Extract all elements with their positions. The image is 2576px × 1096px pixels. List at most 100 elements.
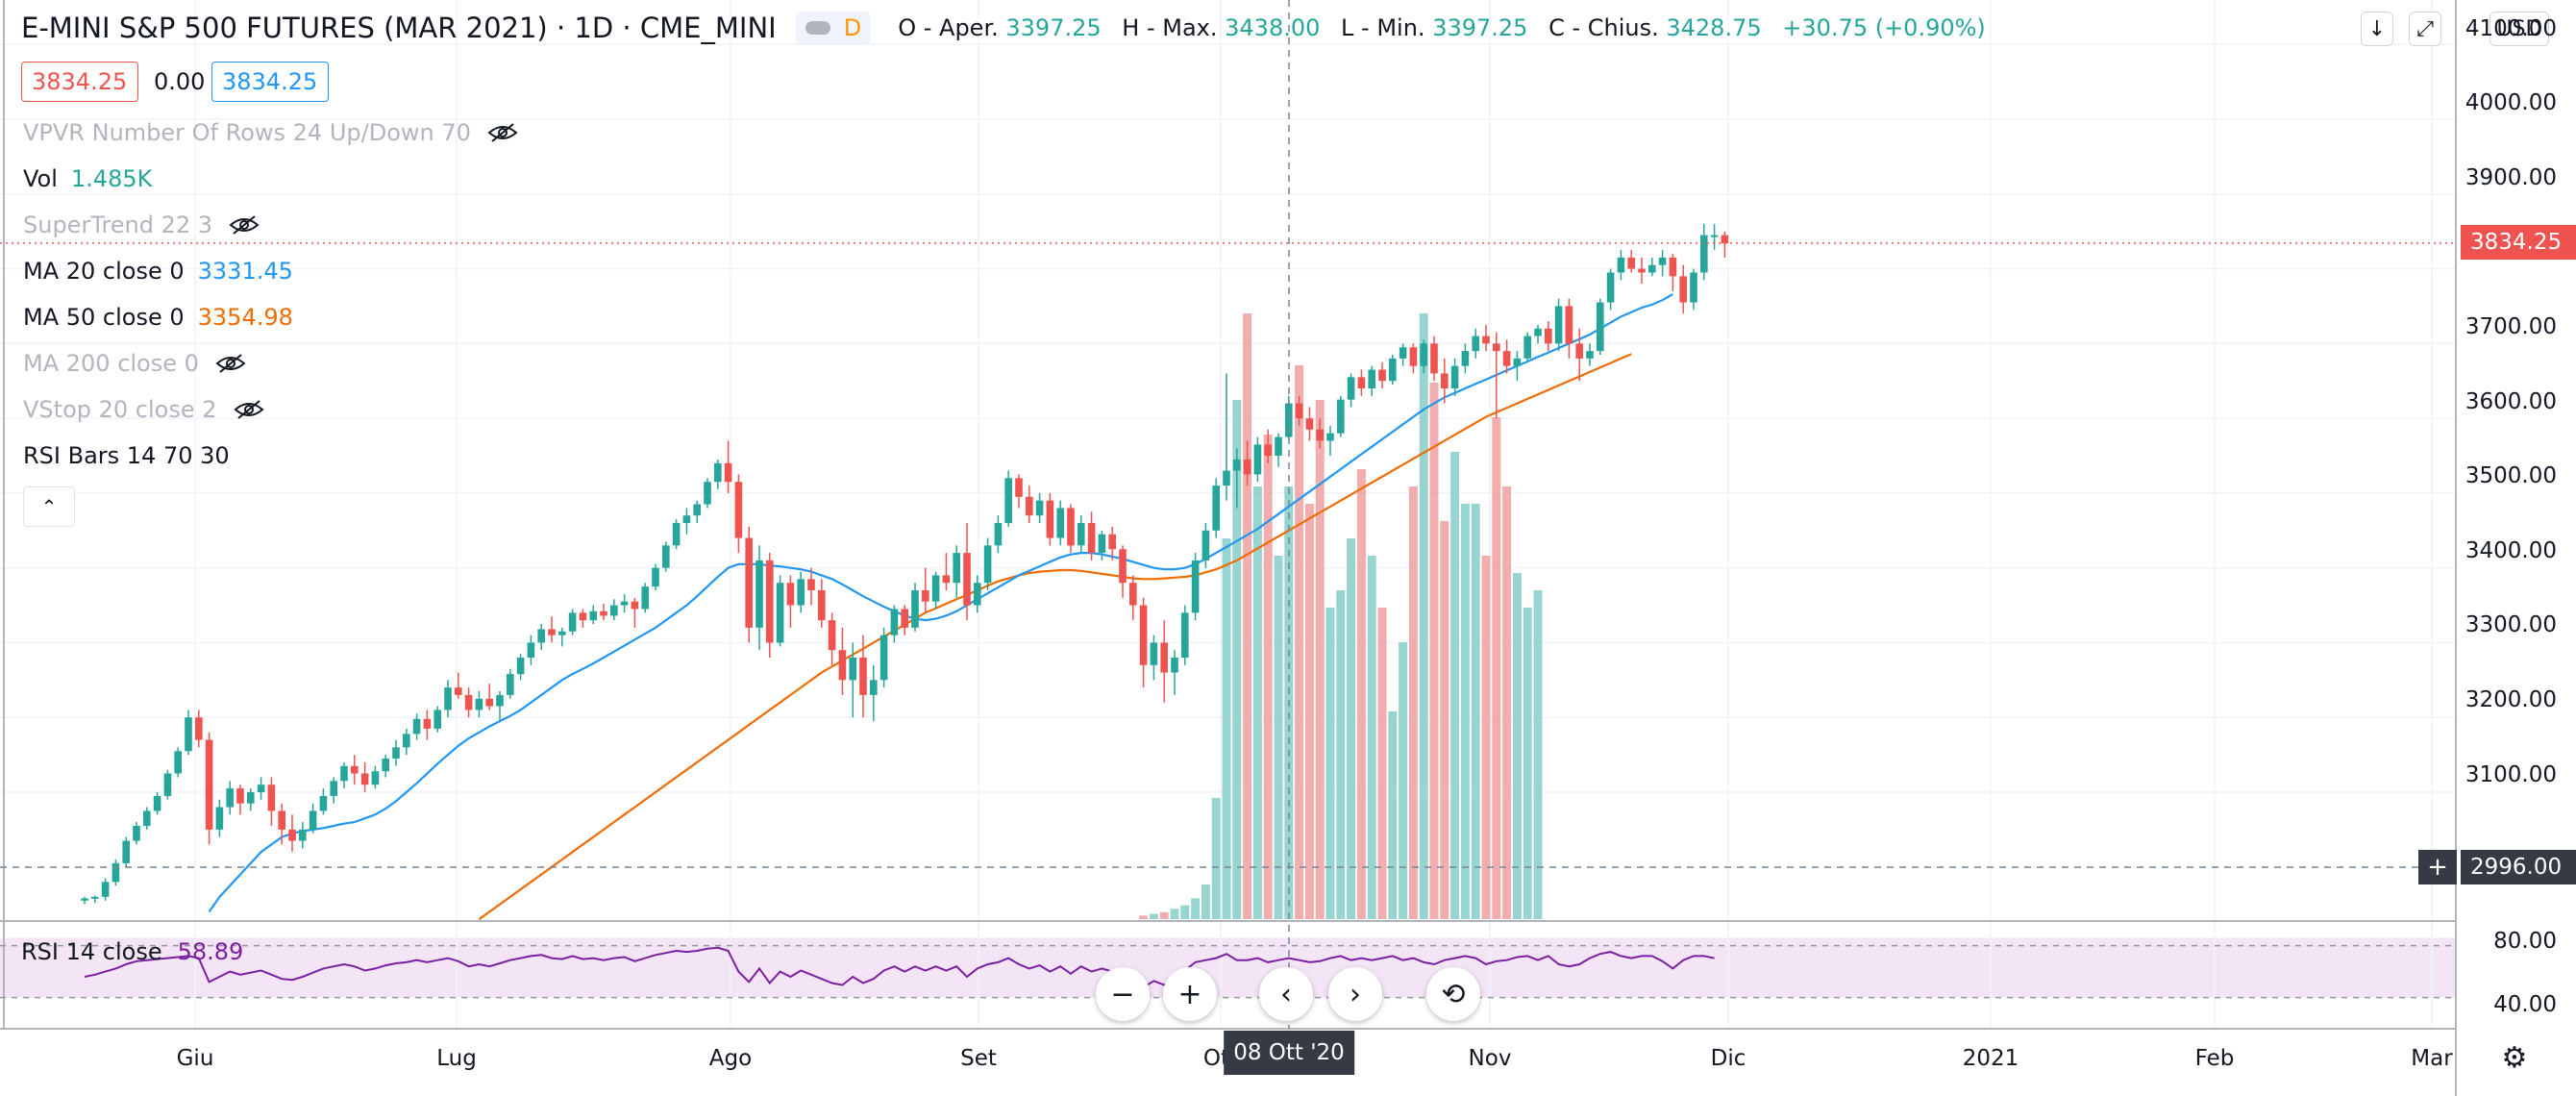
candle-body — [1129, 583, 1137, 606]
indicator-row[interactable]: MA 200 close 0 — [23, 350, 247, 377]
candle-body — [931, 575, 940, 602]
scroll-left-button[interactable]: ‹ — [1259, 967, 1313, 1021]
candle-body — [1575, 343, 1583, 359]
volume-bar — [1191, 898, 1201, 919]
eye-crossed-icon[interactable] — [486, 122, 519, 143]
close-label: C - Chius. — [1548, 14, 1659, 41]
candle-body — [444, 687, 452, 710]
volume-bar — [1159, 911, 1169, 919]
currency-button[interactable]: USD — [2489, 12, 2549, 46]
crosshair-add-button[interactable]: + — [2418, 850, 2457, 884]
candle-body — [1233, 459, 1241, 471]
time-tick-label: Nov — [1468, 1046, 1512, 1071]
low-value: 3397.25 — [1432, 14, 1528, 41]
candle-body — [1472, 336, 1479, 352]
candle-body — [714, 462, 722, 483]
candle-body — [724, 462, 732, 483]
high-label: H - Max. — [1122, 14, 1218, 41]
indicator-row[interactable]: VStop 20 close 2 — [23, 396, 265, 423]
volume-bar — [1419, 313, 1428, 919]
volume-bar — [1512, 573, 1522, 919]
volume-bar — [1388, 711, 1398, 919]
eye-crossed-icon[interactable] — [228, 214, 260, 236]
price-tick-label: 3700.00 — [2465, 314, 2557, 339]
volume-bar — [1347, 538, 1356, 919]
candle-body — [610, 605, 618, 616]
download-icon: ↓ — [2367, 16, 2387, 41]
candle-body — [662, 545, 670, 568]
zoom-out-button[interactable]: − — [1096, 967, 1150, 1021]
time-tick-label: Giu — [176, 1046, 214, 1071]
volume-bar — [1533, 590, 1543, 919]
collapse-legend-button[interactable]: ⌃ — [23, 486, 75, 527]
price-tick-label: 3300.00 — [2465, 612, 2557, 637]
fullscreen-button[interactable]: ⤢ — [2409, 12, 2441, 46]
settings-gear-icon[interactable]: ⚙ — [2501, 1040, 2528, 1075]
volume-bar — [1399, 642, 1408, 919]
candle-body — [423, 718, 432, 729]
eye-crossed-icon[interactable] — [214, 353, 247, 374]
reset-chart-button[interactable]: ⟲ — [1426, 967, 1480, 1021]
candle-body — [464, 694, 473, 710]
candle-body — [983, 545, 992, 584]
candle-body — [1690, 272, 1697, 303]
time-tick-label: Mar — [2411, 1046, 2453, 1071]
indicator-row[interactable]: Vol 1.485K — [23, 165, 152, 192]
volume-bar — [1460, 504, 1470, 919]
candle-body — [340, 765, 348, 782]
indicator-row[interactable]: MA 20 close 0 3331.45 — [23, 258, 293, 285]
indicator-value: 3331.45 — [197, 258, 293, 285]
candle-body — [1721, 235, 1729, 244]
candle-body — [704, 482, 711, 505]
volume-bar — [1252, 486, 1262, 919]
volume-bar — [1243, 313, 1252, 919]
candle-body — [527, 642, 535, 658]
candle-body — [911, 590, 919, 628]
indicator-label: MA 20 close 0 — [23, 258, 185, 285]
candle-body — [1026, 496, 1033, 516]
ma50-line — [478, 353, 1632, 921]
volume-bar — [1180, 905, 1190, 919]
zoom-in-button[interactable]: + — [1163, 967, 1217, 1021]
price-tick-label: 4100.00 — [2465, 16, 2557, 41]
candle-body — [1046, 500, 1054, 538]
volume-bar — [1263, 435, 1273, 919]
ask-price-box[interactable]: 3834.25 — [211, 62, 329, 102]
candle-body — [620, 601, 629, 606]
indicator-row[interactable]: SuperTrend 22 3 — [23, 212, 260, 238]
candle-body — [1067, 508, 1075, 546]
indicator-row[interactable]: VPVR Number Of Rows 24 Up/Down 70 — [23, 119, 519, 146]
candle-body — [963, 553, 971, 606]
candle-body — [1513, 358, 1522, 366]
candle-body — [455, 687, 462, 695]
download-button[interactable]: ↓ — [2361, 12, 2393, 46]
indicator-label: VStop 20 close 2 — [23, 396, 217, 423]
candle-body — [568, 612, 577, 632]
price-tick-label: 3400.00 — [2465, 538, 2557, 563]
bid-price-box[interactable]: 3834.25 — [21, 62, 138, 102]
indicator-label: RSI Bars 14 70 30 — [23, 442, 230, 469]
candle-body — [776, 583, 784, 643]
symbol-title[interactable]: E-MINI S&P 500 FUTURES (MAR 2021) · 1D ·… — [21, 12, 777, 44]
candle-body — [558, 631, 566, 635]
candle-body — [1554, 306, 1563, 344]
indicator-row[interactable]: MA 50 close 0 3354.98 — [23, 304, 293, 331]
candle-body — [1253, 444, 1262, 475]
candle-body — [319, 795, 328, 811]
change-value: +30.75 (+0.90%) — [1782, 14, 1986, 41]
candle-body — [1160, 642, 1168, 673]
candle-body — [247, 792, 255, 804]
open-value: 3397.25 — [1005, 14, 1102, 41]
candle-body — [1212, 486, 1220, 531]
candle-body — [351, 765, 359, 774]
candle-body — [1545, 328, 1552, 344]
scroll-right-button[interactable]: › — [1328, 967, 1382, 1021]
volume-bar — [1481, 556, 1491, 919]
volume-bar — [1408, 486, 1418, 919]
eye-crossed-icon[interactable] — [233, 399, 265, 420]
indicator-row[interactable]: RSI Bars 14 70 30 — [23, 442, 230, 469]
candle-body — [1201, 530, 1210, 560]
interval-pill[interactable]: D — [795, 12, 872, 44]
volume-bar — [1377, 608, 1387, 919]
